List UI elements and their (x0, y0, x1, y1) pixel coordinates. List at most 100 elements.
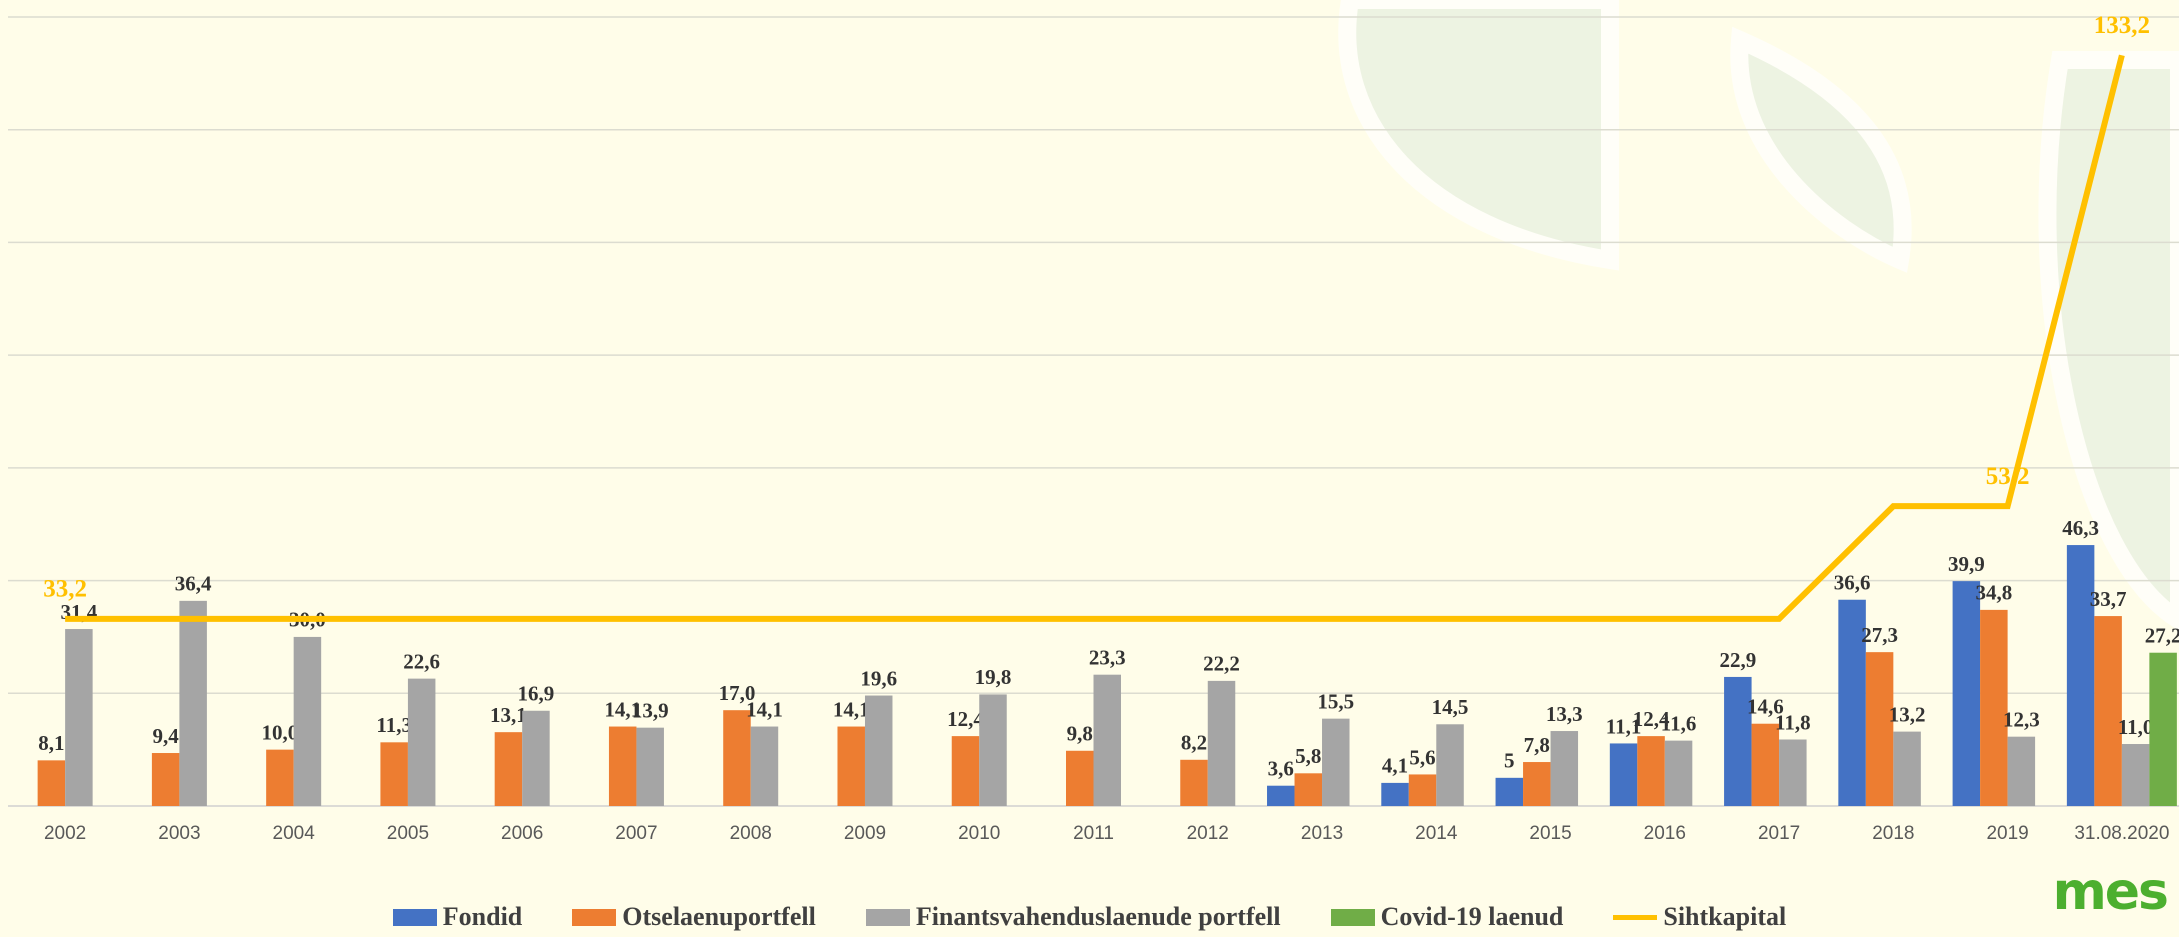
bar (723, 710, 751, 806)
legend: Fondid Otselaenuportfell Finantsvahendusla… (0, 902, 2179, 932)
bar (380, 742, 408, 806)
bar (1752, 724, 1780, 806)
logo: mes (2053, 862, 2167, 922)
bar (751, 727, 779, 806)
legend-label: Covid-19 laenud (1381, 902, 1564, 932)
bar (1094, 675, 1122, 806)
legend-item: Sihtkapital (1613, 902, 1786, 932)
x-tick-label: 2011 (1073, 823, 1114, 844)
bar (1295, 773, 1323, 806)
bar (522, 711, 550, 806)
value-label: 13,1 (490, 703, 527, 727)
bar (837, 727, 865, 806)
x-tick-label: 2002 (44, 823, 86, 844)
value-label: 22,9 (1719, 648, 1756, 672)
bar (38, 760, 65, 806)
value-label: 5 (1504, 749, 1515, 773)
x-tick-label: 2012 (1187, 823, 1229, 844)
legend-item: Otselaenuportfell (572, 902, 816, 932)
bar (152, 753, 180, 806)
line-value-label: 33,2 (43, 576, 87, 603)
bar (1866, 652, 1894, 806)
legend-item: Covid-19 laenud (1331, 902, 1564, 932)
value-label: 13,2 (1889, 702, 1926, 726)
line-value-label: 133,2 (2094, 12, 2150, 39)
value-label: 14,1 (833, 697, 870, 721)
value-label: 13,3 (1546, 702, 1583, 726)
bar (1610, 743, 1638, 806)
value-label: 11,8 (1775, 710, 1811, 734)
bar (1066, 751, 1094, 806)
value-label: 16,9 (518, 682, 555, 706)
page: 2002200320042005200620072008200920102011… (0, 0, 2179, 937)
value-label: 36,6 (1834, 571, 1871, 595)
value-label: 46,3 (2062, 516, 2099, 540)
legend-swatch (866, 909, 910, 926)
bar (1496, 778, 1524, 806)
bar (408, 679, 436, 806)
x-tick-label: 2015 (1529, 823, 1571, 844)
x-tick-label: 2019 (1986, 823, 2028, 844)
bar (495, 732, 523, 806)
bar (1551, 731, 1579, 806)
legend-swatch (1613, 915, 1657, 920)
bar (2122, 744, 2150, 806)
x-tick-label: 2003 (158, 823, 200, 844)
bar (179, 601, 207, 806)
x-tick-label: 2017 (1758, 823, 1800, 844)
bar (2094, 616, 2122, 806)
legend-label: Otselaenuportfell (622, 902, 816, 932)
bar (609, 727, 637, 806)
value-label: 8,2 (1181, 731, 1207, 755)
bar (865, 696, 893, 806)
value-label: 12,3 (2003, 707, 2040, 731)
bar (1893, 732, 1921, 806)
bar (2067, 545, 2095, 806)
x-tick-label: 2009 (844, 823, 886, 844)
legend-label: Finantsvahenduslaenude portfell (916, 902, 1281, 932)
value-label: 19,6 (860, 666, 897, 690)
value-label: 27,3 (1861, 623, 1898, 647)
bar (1267, 786, 1295, 806)
value-label: 36,4 (175, 572, 212, 596)
bar (1381, 783, 1409, 806)
value-label: 22,6 (403, 649, 440, 673)
value-label: 15,5 (1317, 689, 1354, 713)
x-tick-label: 2010 (958, 823, 1000, 844)
legend-label: Fondid (443, 902, 523, 932)
bar (65, 629, 93, 806)
bar (1637, 736, 1665, 806)
line-value-label: 53,2 (1986, 463, 2030, 490)
bar (1665, 741, 1693, 806)
value-label: 11,0 (2118, 715, 2154, 739)
bar (979, 694, 1007, 806)
bar (636, 728, 664, 806)
x-tick-label: 2014 (1415, 823, 1458, 844)
bar (1523, 762, 1551, 806)
value-label: 11,3 (376, 713, 412, 737)
legend-swatch (393, 909, 437, 926)
bar (294, 637, 322, 806)
x-tick-label: 2016 (1644, 823, 1686, 844)
value-label: 7,8 (1524, 733, 1550, 757)
value-label: 10,0 (262, 720, 299, 744)
value-label: 34,8 (1975, 581, 2012, 605)
x-tick-label: 2006 (501, 823, 543, 844)
x-tick-label: 2007 (615, 823, 657, 844)
x-tick-label: 2005 (387, 823, 429, 844)
value-label: 12,4 (947, 707, 984, 731)
x-tick-label: 31.08.2020 (2074, 823, 2169, 844)
value-label: 33,7 (2090, 587, 2127, 611)
value-label: 19,8 (975, 665, 1012, 689)
value-label: 27,2 (2145, 624, 2179, 648)
bar (2149, 653, 2177, 806)
legend-label: Sihtkapital (1663, 902, 1786, 932)
value-label: 9,8 (1067, 722, 1093, 746)
legend-item: Finantsvahenduslaenude portfell (866, 902, 1281, 932)
bar (952, 736, 980, 806)
bar (1953, 581, 1981, 806)
bar (1208, 681, 1236, 806)
value-label: 5,6 (1409, 745, 1435, 769)
legend-swatch (1331, 909, 1375, 926)
